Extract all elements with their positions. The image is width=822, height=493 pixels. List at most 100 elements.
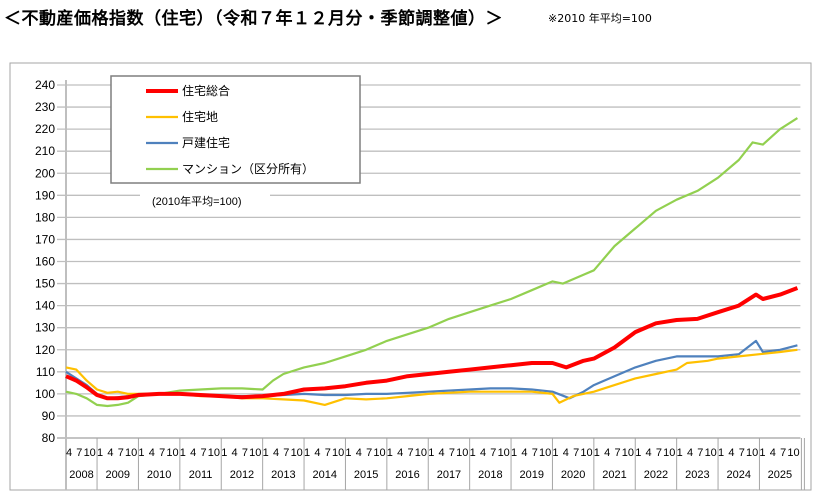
x-year-label: 2011: [189, 469, 213, 481]
x-year-label: 2008: [69, 469, 93, 481]
x-month-tick: 1: [138, 447, 144, 459]
x-month-tick: 10: [125, 447, 137, 459]
x-month-tick: 10: [208, 447, 220, 459]
series-line-0: [65, 286, 799, 401]
x-year-label: 2018: [478, 469, 502, 481]
y-tick-label: 190: [35, 188, 55, 202]
x-month-tick: 4: [66, 447, 72, 459]
x-month-tick: 1: [221, 447, 227, 459]
x-month-tick: 4: [397, 447, 403, 459]
x-year-label: 2015: [354, 469, 378, 481]
x-month-tick: 4: [480, 447, 486, 459]
base-note: ※2010 年平均=100: [548, 12, 652, 25]
x-month-tick: 4: [604, 447, 610, 459]
x-month-tick: 1: [511, 447, 517, 459]
legend-label: 住宅地: [182, 109, 218, 124]
y-tick-label: 230: [35, 100, 55, 114]
x-year-label: 2022: [644, 469, 668, 481]
x-year-label: 2025: [768, 469, 792, 481]
x-month-tick: 4: [687, 447, 693, 459]
y-tick-label: 210: [35, 144, 55, 158]
y-tick-label: 110: [36, 365, 55, 379]
x-month-tick: 10: [580, 447, 592, 459]
x-year-label: 2012: [230, 469, 254, 481]
y-tick-label: 100: [35, 387, 55, 401]
x-month-tick: 7: [490, 447, 496, 459]
x-year-label: 2016: [395, 469, 419, 481]
x-month-tick: 4: [314, 447, 320, 459]
x-month-tick: 10: [166, 447, 178, 459]
x-year-label: 2013: [271, 469, 295, 481]
x-month-tick: 7: [407, 447, 413, 459]
x-month-tick: 10: [373, 447, 385, 459]
x-month-tick: 4: [356, 447, 362, 459]
x-month-tick: 1: [345, 447, 351, 459]
x-month-tick: 10: [332, 447, 344, 459]
x-month-tick: 4: [770, 447, 776, 459]
x-month-tick: 4: [646, 447, 652, 459]
x-month-tick: 1: [387, 447, 393, 459]
x-month-tick: 10: [622, 447, 634, 459]
x-month-tick: 7: [739, 447, 745, 459]
x-year-label: 2021: [602, 469, 626, 481]
x-month-tick: 1: [263, 447, 269, 459]
x-month-tick: 10: [746, 447, 758, 459]
x-month-tick: 7: [76, 447, 82, 459]
x-year-label: 2014: [313, 469, 337, 481]
y-tick-label: 180: [35, 210, 55, 224]
base-annotation: (2010年平均=100): [152, 194, 242, 208]
x-month-tick: 4: [521, 447, 527, 459]
annotation-bg: [140, 190, 270, 210]
x-month-tick: 1: [718, 447, 724, 459]
y-tick-label: 240: [35, 78, 55, 92]
x-month-tick: 7: [614, 447, 620, 459]
x-year-label: 2010: [147, 469, 171, 481]
x-month-tick: 7: [573, 447, 579, 459]
x-month-tick: 1: [470, 447, 476, 459]
x-month-tick: 1: [635, 447, 641, 459]
y-tick-label: 130: [35, 321, 55, 335]
x-month-tick: 10: [663, 447, 675, 459]
y-tick-label: 90: [42, 409, 56, 423]
x-month-tick: 1: [180, 447, 186, 459]
x-month-tick: 10: [539, 447, 551, 459]
x-year-label: 2017: [437, 469, 461, 481]
y-tick-label: 80: [42, 431, 56, 445]
legend-label: マンション（区分所有）: [182, 162, 314, 176]
x-month-tick: 10: [84, 447, 96, 459]
legend-label: 住宅総合: [182, 83, 230, 98]
x-year-label: 2009: [106, 469, 130, 481]
x-month-tick: 4: [190, 447, 196, 459]
x-month-tick: 10: [705, 447, 717, 459]
x-month-tick: 4: [563, 447, 569, 459]
x-month-tick: 1: [304, 447, 310, 459]
x-year-label: 2019: [520, 469, 544, 481]
y-tick-label: 200: [35, 166, 55, 180]
x-month-tick: 10: [498, 447, 510, 459]
x-month-tick: 10: [787, 447, 799, 459]
x-month-tick: 4: [107, 447, 113, 459]
x-month-tick: 7: [118, 447, 124, 459]
x-month-tick: 7: [366, 447, 372, 459]
x-month-tick: 4: [149, 447, 155, 459]
y-tick-label: 150: [35, 277, 55, 291]
x-year-label: 2020: [561, 469, 585, 481]
x-month-tick: 1: [97, 447, 103, 459]
x-month-tick: 10: [291, 447, 303, 459]
x-month-tick: 4: [439, 447, 445, 459]
x-month-tick: 1: [677, 447, 683, 459]
x-month-tick: 4: [273, 447, 279, 459]
y-tick-label: 140: [35, 299, 55, 313]
x-month-tick: 10: [249, 447, 261, 459]
y-tick-label: 220: [35, 122, 55, 136]
x-month-tick: 4: [232, 447, 238, 459]
x-year-label: 2023: [685, 469, 709, 481]
x-month-tick: 1: [428, 447, 434, 459]
x-month-tick: 7: [656, 447, 662, 459]
x-month-tick: 1: [552, 447, 558, 459]
x-month-tick: 7: [532, 447, 538, 459]
x-month-tick: 7: [242, 447, 248, 459]
y-tick-label: 160: [35, 255, 55, 269]
x-month-tick: 1: [759, 447, 765, 459]
